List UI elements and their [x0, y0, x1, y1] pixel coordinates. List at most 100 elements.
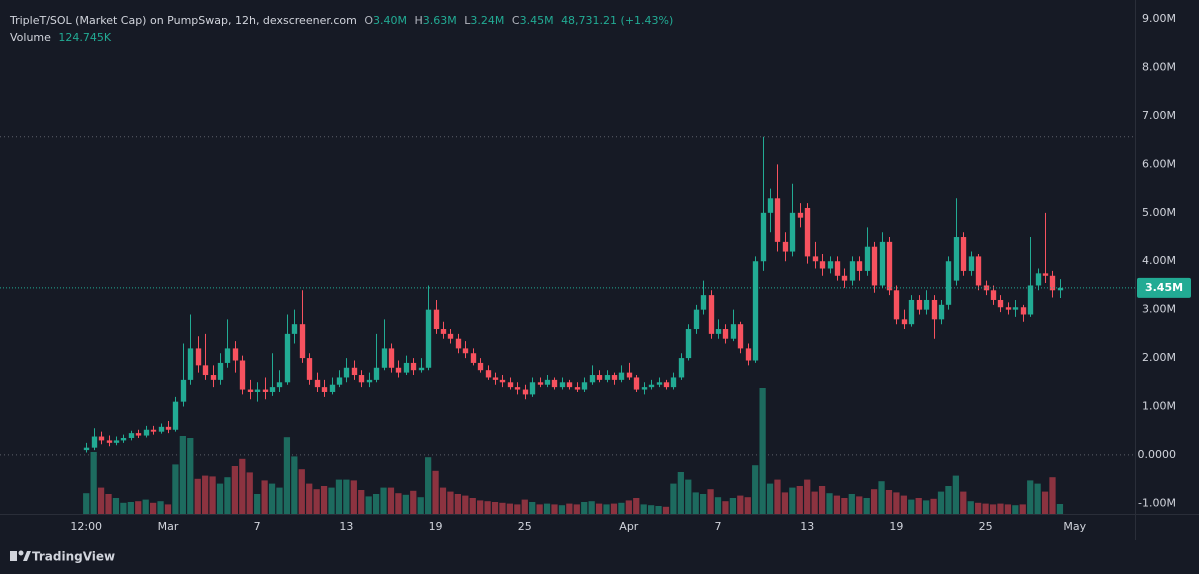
volume-bar: [380, 487, 387, 514]
candle-body: [314, 379, 321, 388]
volume-bar: [320, 486, 328, 514]
candle-body: [187, 348, 194, 380]
x-tick-label: May: [1063, 520, 1086, 533]
volume-bar: [358, 490, 365, 514]
candle-body: [224, 348, 231, 363]
volume-bar: [856, 496, 863, 514]
volume-bar: [105, 494, 112, 514]
volume-bar: [878, 481, 885, 514]
candle-body: [908, 299, 915, 325]
volume-bar: [224, 477, 231, 514]
volume-bar: [135, 501, 142, 514]
volume-bar: [737, 495, 744, 514]
volume-bar: [462, 495, 469, 514]
candle-body: [715, 329, 722, 334]
volume-bar: [967, 501, 974, 514]
candle-body: [106, 440, 113, 443]
y-tick-label: 9.00M: [1142, 12, 1176, 25]
candle-body: [1020, 307, 1027, 315]
volume-bar: [781, 492, 789, 514]
candle-body: [1057, 287, 1064, 291]
volume-bar: [1004, 504, 1012, 514]
y-tick-label: -1.00M: [1138, 496, 1176, 509]
candle-body: [321, 387, 328, 392]
candle-body: [722, 329, 729, 339]
candle-body: [849, 261, 856, 281]
candle-body: [418, 367, 425, 371]
legend-change: 48,731.21 (+1.43%): [561, 14, 673, 27]
x-tick-label: 25: [979, 520, 993, 533]
last-price-label: 3.45M: [1145, 281, 1183, 294]
candle-body: [373, 367, 380, 380]
candle-body: [165, 426, 172, 430]
legend-value: 3.40M: [373, 14, 407, 27]
volume-bar: [893, 492, 900, 514]
candle-body: [158, 426, 165, 432]
volume-bar: [826, 493, 833, 514]
candle-body: [98, 436, 105, 441]
candle-body: [931, 299, 938, 320]
logo-dot: [18, 550, 24, 556]
x-tick-label: 13: [339, 520, 353, 533]
volume-bar: [655, 506, 662, 514]
candle-body: [514, 387, 521, 390]
candle-body: [737, 324, 744, 349]
volume-bar: [83, 493, 90, 514]
candle-body: [1049, 275, 1056, 291]
candle-body: [336, 377, 343, 385]
candle-body: [901, 319, 908, 325]
last-price-badge: [1137, 277, 1191, 298]
candle-body: [440, 329, 447, 334]
volume-bar: [283, 437, 291, 514]
candle-body: [581, 382, 588, 390]
legend-value: 124.745K: [58, 31, 111, 44]
legend-key: H: [415, 14, 423, 27]
candle-body: [983, 285, 990, 291]
volume-bar: [164, 504, 172, 514]
volume-bar: [595, 503, 603, 514]
volume-bar: [685, 479, 692, 514]
volume-bar: [120, 502, 127, 514]
candle-body: [433, 309, 440, 330]
legend-value: 3.24M: [470, 14, 504, 27]
candle-body: [596, 375, 603, 380]
legend-line: TripleT/SOL (Market Cap) on PumpSwap, 12…: [9, 14, 673, 27]
candle-body: [492, 377, 499, 380]
volume-bar: [231, 466, 239, 514]
candle-body: [670, 377, 677, 388]
volume-bar: [194, 478, 201, 514]
volume-bar: [818, 486, 826, 514]
volume-bar: [707, 489, 714, 514]
volume-bar: [387, 487, 395, 514]
candle-body: [395, 367, 402, 373]
candle-body: [656, 382, 663, 385]
candle-body: [997, 299, 1004, 308]
volume-bar: [187, 438, 194, 514]
volume-bar: [804, 479, 811, 514]
candle-body: [574, 387, 581, 390]
volume-bar: [543, 503, 551, 514]
candle-body: [945, 261, 952, 305]
candle-body: [291, 324, 298, 334]
candle-body: [544, 379, 551, 385]
candle-body: [953, 237, 960, 281]
candle-body: [648, 384, 655, 388]
volume-bar: [796, 486, 803, 514]
volume-bar: [112, 498, 120, 514]
volume-bar: [268, 483, 276, 514]
volume-bar: [989, 504, 997, 514]
y-tick-label: 2.00M: [1142, 351, 1176, 364]
volume-bar: [633, 498, 640, 514]
candle-body: [1012, 307, 1019, 310]
candle-body: [113, 440, 120, 443]
candle-body: [685, 329, 692, 359]
volume-bar: [752, 465, 759, 514]
candle-body: [247, 389, 254, 392]
candle-body: [774, 198, 781, 242]
y-tick-label: 6.00M: [1142, 157, 1176, 170]
candle-body: [403, 362, 410, 373]
candle-body: [358, 375, 365, 383]
volume-bar: [975, 502, 982, 514]
volume-bar: [477, 500, 484, 514]
